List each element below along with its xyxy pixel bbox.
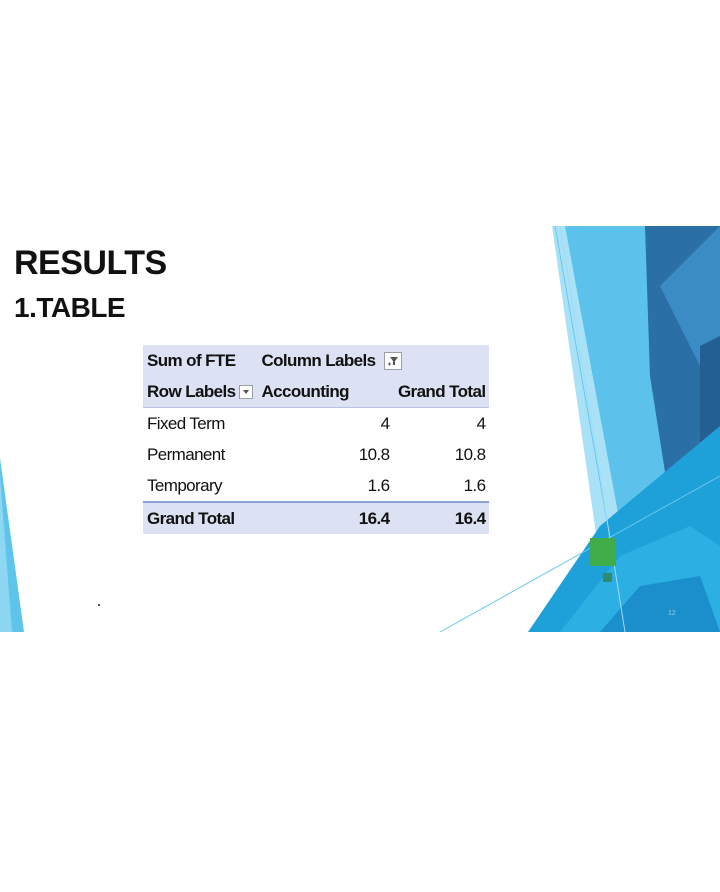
thin-line xyxy=(554,226,611,539)
green-square-marker xyxy=(590,538,616,566)
cell-accounting: 4 xyxy=(380,413,390,433)
row-labels-header: Row Labels xyxy=(143,376,258,408)
column-header-accounting: Accounting xyxy=(257,376,394,408)
total-grand-total: 16.4 xyxy=(393,501,490,534)
pivot-table: Sum of FTE Column Labels Row Labels xyxy=(143,345,490,534)
row-label: Fixed Term xyxy=(147,413,225,433)
cell-grand-total: 4 xyxy=(476,413,486,433)
pivot-header-row-1: Sum of FTE Column Labels xyxy=(143,345,490,376)
slide-subtitle: 1.TABLE xyxy=(14,292,126,323)
bottom-shape-deep xyxy=(600,576,720,632)
left-accent-shape-light xyxy=(0,476,12,632)
total-accounting: 16.4 xyxy=(257,501,394,534)
tiny-dot xyxy=(98,604,100,606)
filter-icon[interactable] xyxy=(383,352,402,371)
slide-title: RESULTS xyxy=(14,244,167,282)
slide-number: 12 xyxy=(668,610,676,617)
column-labels-header: Column Labels xyxy=(257,345,490,376)
pivot-corner-label: Sum of FTE xyxy=(143,345,258,376)
cell-grand-total: 10.8 xyxy=(454,444,486,464)
column-header-grand-total: Grand Total xyxy=(393,376,490,408)
slide: RESULTS 1.TABLE Sum of FTE Column Labels xyxy=(0,226,720,632)
decorative-shapes xyxy=(0,226,720,632)
cell-accounting: 10.8 xyxy=(358,444,390,464)
row-labels-text: Row Labels xyxy=(147,381,236,401)
column-labels-text: Column Labels xyxy=(261,350,376,370)
table-row: Temporary 1.6 1.6 xyxy=(143,470,489,502)
grand-total-row: Grand Total 16.4 16.4 xyxy=(143,501,490,534)
row-label: Temporary xyxy=(147,475,223,495)
green-square-marker-small xyxy=(603,573,612,582)
row-label: Permanent xyxy=(147,444,225,464)
thin-line xyxy=(439,475,720,632)
cell-grand-total: 1.6 xyxy=(463,475,486,495)
pivot-header-row-2: Row Labels Accounting Grand Total xyxy=(143,376,490,408)
dropdown-arrow-icon[interactable] xyxy=(239,385,254,400)
table-row: Permanent 10.8 10.8 xyxy=(143,439,489,470)
table-row: Fixed Term 4 4 xyxy=(143,408,489,440)
total-label: Grand Total xyxy=(143,501,258,534)
cell-accounting: 1.6 xyxy=(367,475,390,495)
